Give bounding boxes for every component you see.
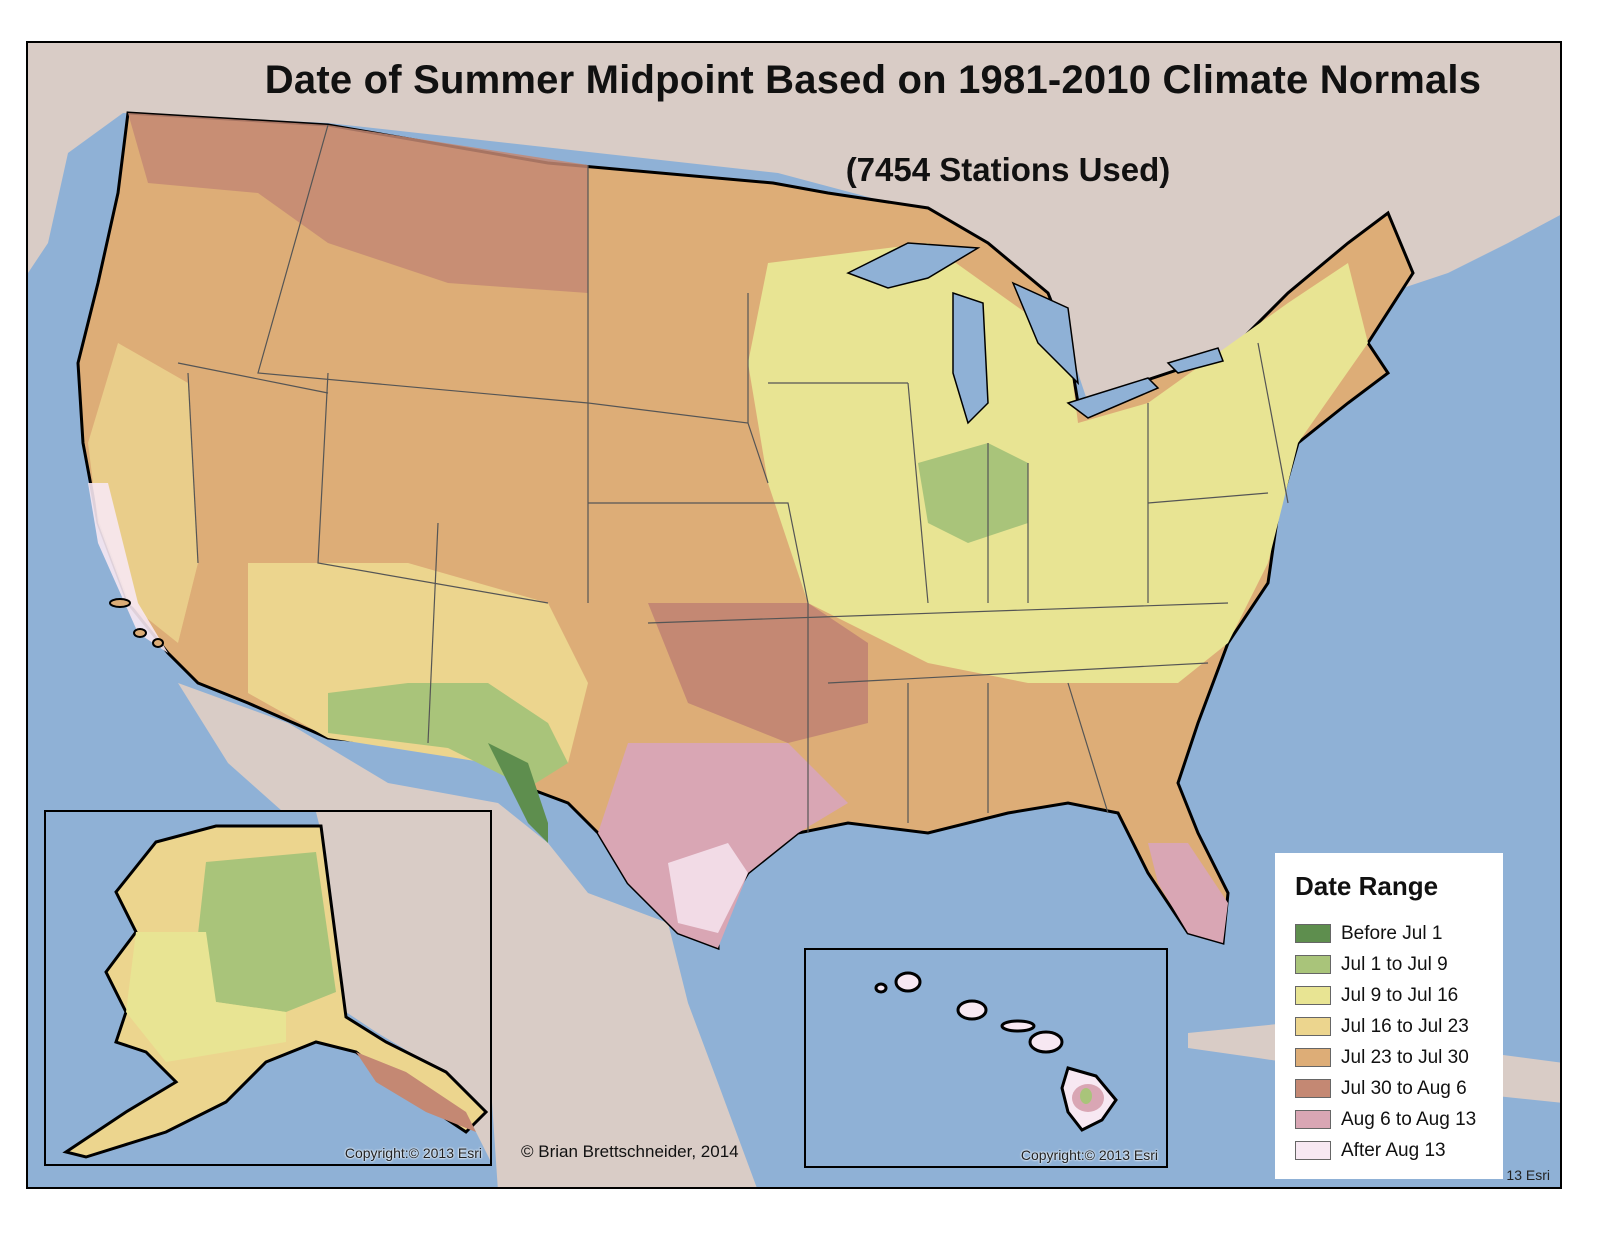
alaska-map (62, 812, 490, 1160)
map-subtitle: (7454 Stations Used) (845, 151, 1171, 188)
zone-midwest-light (748, 243, 1368, 683)
maui-island (1028, 1030, 1064, 1054)
legend-item: Aug 6 to Aug 13 (1295, 1104, 1485, 1135)
zone-texas-green (488, 743, 548, 843)
niihau-island (874, 982, 888, 994)
zone-california-pink (88, 483, 168, 653)
legend-item: Jul 23 to Jul 30 (1295, 1042, 1485, 1073)
legend-label: Jul 16 to Jul 23 (1341, 1015, 1469, 1037)
legend-swatch (1295, 1048, 1331, 1067)
legend-item: Jul 9 to Jul 16 (1295, 980, 1485, 1011)
legend-label: Before Jul 1 (1341, 922, 1443, 944)
hawaii-copyright: Copyright:© 2013 Esri (1020, 1147, 1158, 1163)
legend-item: Jul 30 to Aug 6 (1295, 1073, 1485, 1104)
alaska-panhandle-dark (356, 1052, 476, 1132)
legend-swatch (1295, 1079, 1331, 1098)
main-map (28, 43, 1560, 1187)
canada-land (28, 43, 1560, 403)
hawaii-map (874, 971, 1118, 1132)
legend-swatch (1295, 1141, 1331, 1160)
molokai-island (1000, 1019, 1036, 1033)
legend-label: Jul 1 to Jul 9 (1341, 953, 1448, 975)
legend-label: After Aug 13 (1341, 1139, 1446, 1161)
alaska-light-band (126, 932, 286, 1062)
oahu-island (956, 999, 988, 1021)
legend-item: After Aug 13 (1295, 1135, 1485, 1166)
alaska-inset: Copyright:© 2013 Esri (44, 810, 492, 1166)
legend-swatch (1295, 1110, 1331, 1129)
legend-item: Jul 1 to Jul 9 (1295, 949, 1485, 980)
state-lines (177, 124, 1289, 833)
main-copyright: 13 Esri (1506, 1167, 1550, 1183)
lake-ontario (1166, 347, 1224, 374)
legend-label: Jul 30 to Aug 6 (1341, 1077, 1467, 1099)
lake-michigan (952, 291, 989, 425)
lake-erie (1066, 377, 1160, 419)
legend-item: Before Jul 1 (1295, 918, 1485, 949)
zone-florida-pink (1148, 843, 1228, 943)
zone-northwest-dark (128, 113, 588, 293)
kauai-island (894, 971, 922, 993)
alaska-copyright: Copyright:© 2013 Esri (344, 1145, 482, 1161)
map-title: Date of Summer Midpoint Based on 1981-20… (264, 58, 1482, 102)
legend-swatch (1295, 955, 1331, 974)
legend-item: Jul 16 to Jul 23 (1295, 1011, 1485, 1042)
zone-plains-dark (648, 603, 868, 743)
alaska-interior-green (196, 852, 336, 1012)
legend-swatch (1295, 924, 1331, 943)
legend-label: Aug 6 to Aug 13 (1341, 1108, 1477, 1130)
author-credit: © Brian Brettschneider, 2014 (521, 1142, 739, 1161)
legend-swatch (1295, 986, 1331, 1005)
legend-swatch (1295, 1017, 1331, 1036)
zone-texas-white (668, 843, 748, 933)
legend: Date Range Before Jul 1 Jul 1 to Jul 9 J… (1275, 853, 1503, 1179)
lake-huron (1011, 281, 1080, 386)
hawaii-inset: Copyright:© 2013 Esri (804, 948, 1168, 1168)
legend-label: Jul 9 to Jul 16 (1341, 984, 1459, 1006)
legend-label: Jul 23 to Jul 30 (1341, 1046, 1469, 1068)
legend-title: Date Range (1295, 871, 1439, 901)
lake-superior (846, 242, 981, 289)
map-frame: Date of Summer Midpoint Based on 1981-20… (26, 41, 1562, 1189)
big-island-green (1080, 1088, 1092, 1104)
zone-indiana-green (918, 443, 1028, 543)
channel-islands (109, 598, 164, 648)
